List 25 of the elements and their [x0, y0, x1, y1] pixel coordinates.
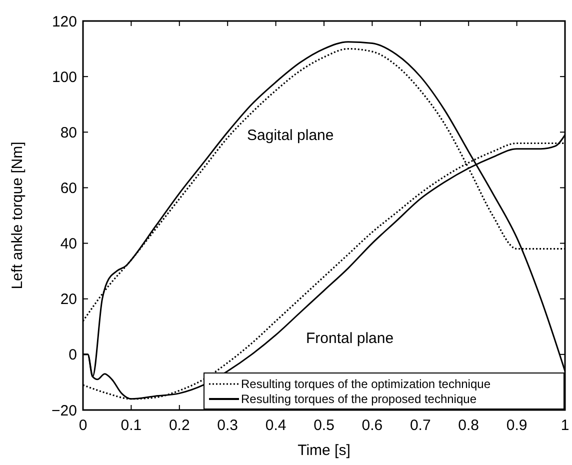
x-tick-label: 0.1 — [120, 417, 142, 434]
x-tick-label: 0.3 — [217, 417, 238, 434]
x-tick-label: 0.7 — [410, 417, 431, 434]
y-tick-label: 120 — [52, 13, 77, 30]
y-tick-label: 80 — [60, 124, 77, 142]
x-axis-title: Time [s] — [298, 442, 350, 459]
y-tick-label: 20 — [60, 291, 77, 308]
annotation: Sagital plane — [247, 126, 334, 144]
x-tick-label: 0.9 — [506, 417, 528, 434]
y-tick-label: −20 — [52, 402, 77, 420]
x-tick-label: 1 — [560, 417, 570, 434]
y-tick-label: 0 — [68, 346, 77, 364]
legend-label: Resulting torques of the proposed technique — [241, 392, 477, 406]
annotation: Frontal plane — [306, 330, 394, 347]
x-tick-label: 0.2 — [168, 417, 190, 434]
x-tick-label: 0.5 — [314, 417, 334, 434]
x-tick-label: 0.6 — [362, 417, 383, 434]
y-tick-label: 60 — [60, 180, 77, 197]
x-tick-label: 0.4 — [265, 417, 286, 434]
x-tick-label: 0.8 — [458, 417, 480, 434]
y-axis-title: Left ankle torque [Nm] — [9, 142, 26, 290]
y-tick-label: 40 — [60, 236, 77, 253]
x-tick-label: 0 — [78, 417, 88, 434]
y-tick-label: 100 — [52, 68, 77, 86]
legend-label: Resulting torques of the optimization technique — [241, 377, 491, 392]
